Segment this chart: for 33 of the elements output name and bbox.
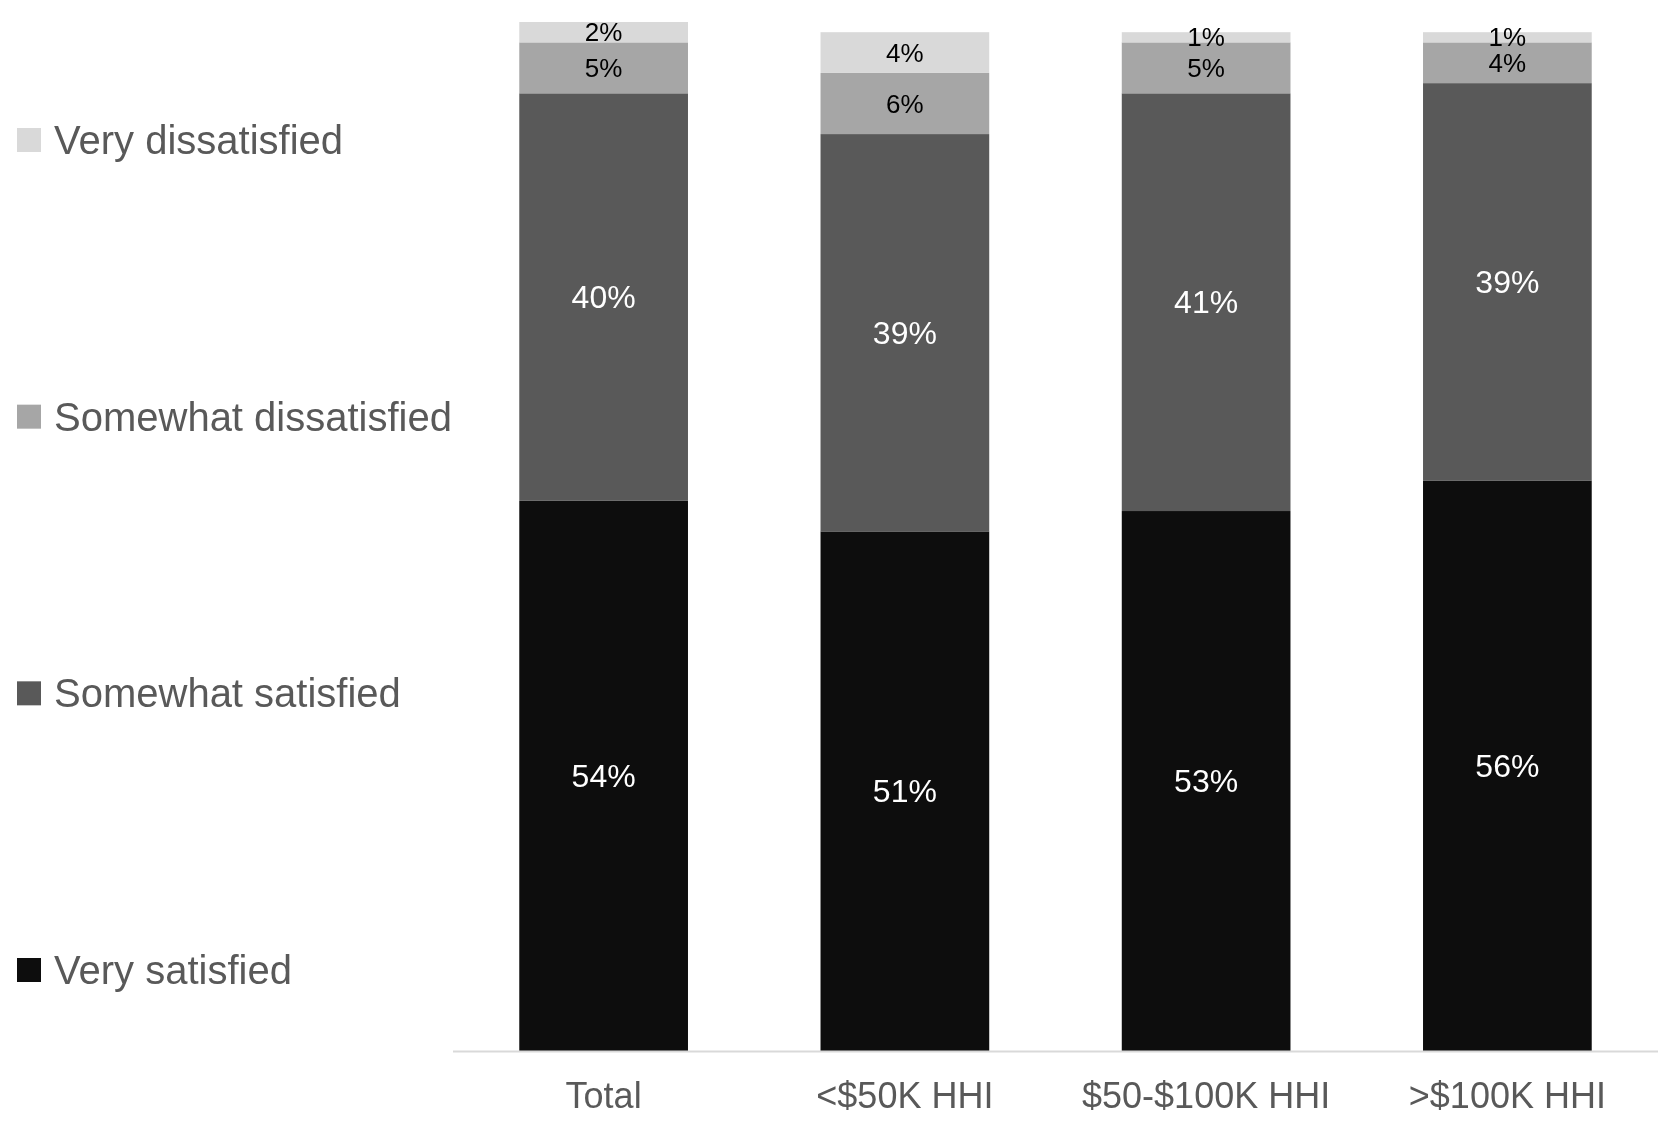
bar	[519, 42, 688, 94]
bar	[519, 93, 688, 501]
bar	[1423, 83, 1592, 481]
bar	[820, 134, 990, 532]
data-label: 4%	[886, 37, 924, 68]
data-label: 2%	[584, 17, 623, 48]
data-label: 40%	[571, 279, 636, 316]
data-label: 39%	[872, 314, 937, 351]
bar	[820, 32, 990, 73]
data-label: 53%	[1174, 763, 1239, 800]
data-label: 1%	[1187, 22, 1225, 53]
x-tick-label: <$50K HHI	[816, 1075, 994, 1116]
bar	[1423, 480, 1592, 1051]
legend-label: Somewhat satisfied	[54, 671, 401, 716]
data-label: 39%	[1475, 264, 1540, 300]
legend-label: Very satisfied	[54, 948, 292, 992]
data-label: 41%	[1174, 284, 1239, 321]
bar	[820, 531, 990, 1051]
data-label: 51%	[872, 773, 937, 810]
x-tick-label: Total	[565, 1075, 642, 1116]
bar	[820, 72, 990, 135]
legend-label: Very dissatisfied	[54, 118, 344, 162]
data-label: 56%	[1475, 747, 1540, 784]
x-tick-label: >$100K HHI	[1408, 1075, 1606, 1116]
data-label: 5%	[1187, 52, 1225, 83]
data-label: 6%	[886, 88, 924, 119]
data-label: 5%	[584, 52, 623, 83]
bar	[1121, 93, 1291, 512]
bar	[1121, 511, 1291, 1051]
bar	[519, 500, 688, 1051]
legend-label: Somewhat dissatisfied	[54, 394, 452, 439]
data-label: 54%	[571, 758, 636, 795]
x-tick-label: $50-$100K HHI	[1082, 1075, 1331, 1116]
